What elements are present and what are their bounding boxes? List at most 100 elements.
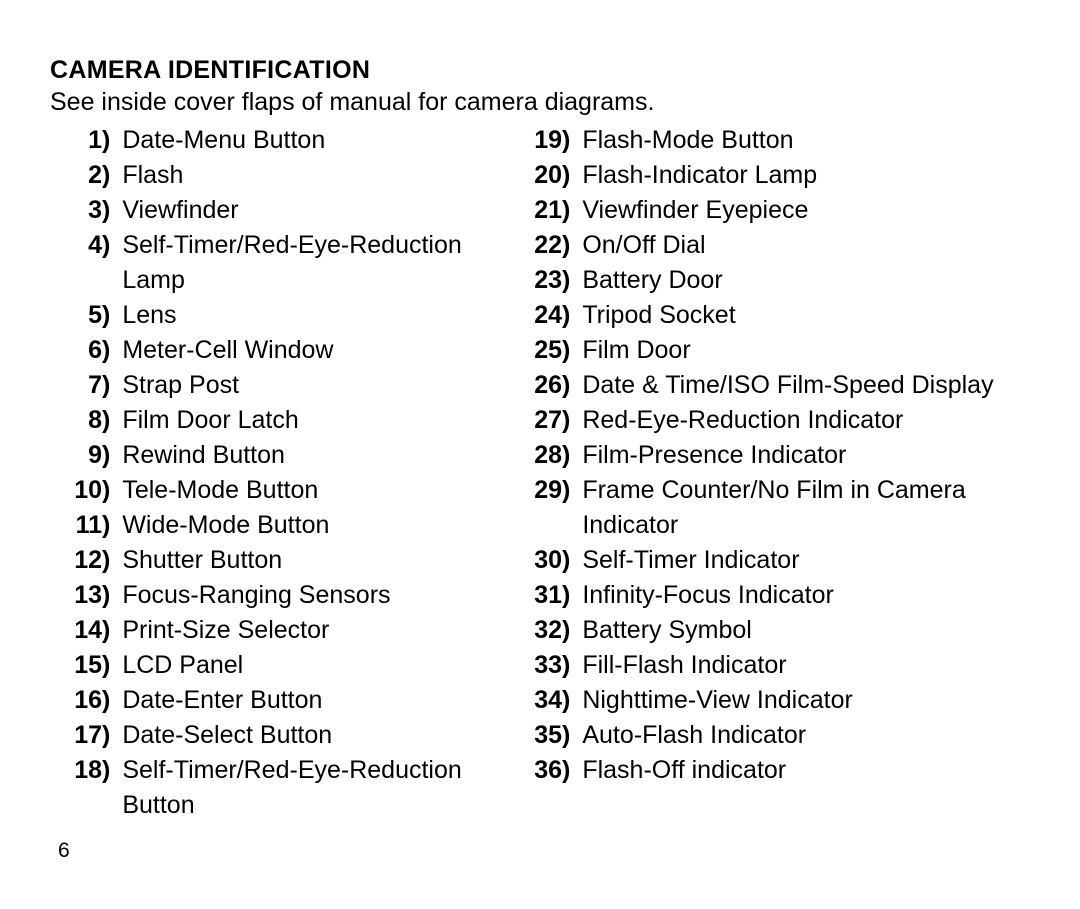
item-label: Infinity-Focus Indicator: [582, 578, 1030, 613]
list-item: 23)Battery Door: [510, 263, 1030, 298]
item-paren: ): [102, 158, 122, 193]
list-item: 26)Date & Time/ISO Film-Speed Display: [510, 368, 1030, 403]
item-paren: ): [562, 578, 582, 613]
item-label: Red-Eye-Reduction Indicator: [582, 403, 1030, 438]
item-paren: ): [102, 403, 122, 438]
list-item: 4)Self-Timer/Red-Eye-Reduction Lamp: [50, 228, 470, 298]
item-number: 7: [50, 368, 102, 403]
item-label: Viewfinder: [122, 193, 470, 228]
list-item: 24)Tripod Socket: [510, 298, 1030, 333]
item-label: On/Off Dial: [582, 228, 1030, 263]
list-item: 9)Rewind Button: [50, 438, 470, 473]
item-paren: ): [562, 403, 582, 438]
list-item: 20)Flash-Indicator Lamp: [510, 158, 1030, 193]
item-label: Date-Enter Button: [122, 683, 470, 718]
item-number: 32: [510, 613, 562, 648]
item-number: 35: [510, 718, 562, 753]
item-number: 2: [50, 158, 102, 193]
item-label: Date & Time/ISO Film-Speed Display: [582, 368, 1030, 403]
item-number: 25: [510, 333, 562, 368]
item-paren: ): [562, 753, 582, 788]
list-item: 5)Lens: [50, 298, 470, 333]
list-item: 2)Flash: [50, 158, 470, 193]
item-label: Battery Symbol: [582, 613, 1030, 648]
item-number: 9: [50, 438, 102, 473]
list-item: 36)Flash-Off indicator: [510, 753, 1030, 788]
item-paren: ): [102, 368, 122, 403]
two-column-list: 1)Date-Menu Button2)Flash3)Viewfinder4)S…: [50, 123, 1030, 823]
item-number: 28: [510, 438, 562, 473]
item-paren: ): [562, 368, 582, 403]
item-label: Fill-Flash Indicator: [582, 648, 1030, 683]
item-number: 34: [510, 683, 562, 718]
item-paren: ): [562, 228, 582, 263]
list-item: 30)Self-Timer Indicator: [510, 543, 1030, 578]
item-label: Lens: [122, 298, 470, 333]
item-paren: ): [102, 123, 122, 158]
list-item: 33)Fill-Flash Indicator: [510, 648, 1030, 683]
item-number: 23: [510, 263, 562, 298]
item-number: 36: [510, 753, 562, 788]
section-subheading: See inside cover flaps of manual for cam…: [50, 88, 1030, 117]
item-number: 20: [510, 158, 562, 193]
item-number: 31: [510, 578, 562, 613]
list-item: 19)Flash-Mode Button: [510, 123, 1030, 158]
item-label: Tele-Mode Button: [122, 473, 470, 508]
item-label: Flash-Mode Button: [582, 123, 1030, 158]
item-paren: ): [562, 718, 582, 753]
item-number: 6: [50, 333, 102, 368]
item-paren: ): [562, 193, 582, 228]
list-item: 28)Film-Presence Indicator: [510, 438, 1030, 473]
section-heading: CAMERA IDENTIFICATION: [50, 56, 1030, 85]
left-column: 1)Date-Menu Button2)Flash3)Viewfinder4)S…: [50, 123, 470, 823]
item-paren: ): [562, 123, 582, 158]
item-paren: ): [102, 543, 122, 578]
item-paren: ): [562, 298, 582, 333]
item-paren: ): [562, 683, 582, 718]
list-item: 17)Date-Select Button: [50, 718, 470, 753]
item-paren: ): [102, 648, 122, 683]
right-column: 19)Flash-Mode Button20)Flash-Indicator L…: [510, 123, 1030, 823]
item-number: 3: [50, 193, 102, 228]
item-number: 19: [510, 123, 562, 158]
list-item: 22)On/Off Dial: [510, 228, 1030, 263]
item-paren: ): [562, 158, 582, 193]
item-number: 16: [50, 683, 102, 718]
item-paren: ): [562, 473, 582, 508]
item-number: 5: [50, 298, 102, 333]
item-number: 21: [510, 193, 562, 228]
item-number: 8: [50, 403, 102, 438]
item-paren: ): [562, 543, 582, 578]
item-label: Date-Select Button: [122, 718, 470, 753]
item-label: Meter-Cell Window: [122, 333, 470, 368]
item-paren: ): [102, 473, 122, 508]
list-item: 15)LCD Panel: [50, 648, 470, 683]
item-label: Print-Size Selector: [122, 613, 470, 648]
list-item: 1)Date-Menu Button: [50, 123, 470, 158]
item-label: LCD Panel: [122, 648, 470, 683]
item-number: 18: [50, 753, 102, 788]
item-paren: ): [562, 648, 582, 683]
item-number: 15: [50, 648, 102, 683]
item-number: 29: [510, 473, 562, 508]
item-label: Film Door Latch: [122, 403, 470, 438]
item-label: Shutter Button: [122, 543, 470, 578]
list-item: 7)Strap Post: [50, 368, 470, 403]
item-number: 10: [50, 473, 102, 508]
item-paren: ): [102, 578, 122, 613]
item-label: Wide-Mode Button: [122, 508, 470, 543]
list-item: 31)Infinity-Focus Indicator: [510, 578, 1030, 613]
item-label: Date-Menu Button: [122, 123, 470, 158]
list-item: 27)Red-Eye-Reduction Indicator: [510, 403, 1030, 438]
item-label: Flash-Indicator Lamp: [582, 158, 1030, 193]
list-item: 32)Battery Symbol: [510, 613, 1030, 648]
item-number: 33: [510, 648, 562, 683]
item-paren: ): [102, 193, 122, 228]
item-number: 4: [50, 228, 102, 263]
item-number: 1: [50, 123, 102, 158]
item-number: 26: [510, 368, 562, 403]
item-number: 22: [510, 228, 562, 263]
list-item: 14)Print-Size Selector: [50, 613, 470, 648]
item-label: Frame Counter/No Film in Camera Indicato…: [582, 473, 1030, 543]
item-label: Self-Timer/Red-Eye-Reduction Button: [122, 753, 470, 823]
